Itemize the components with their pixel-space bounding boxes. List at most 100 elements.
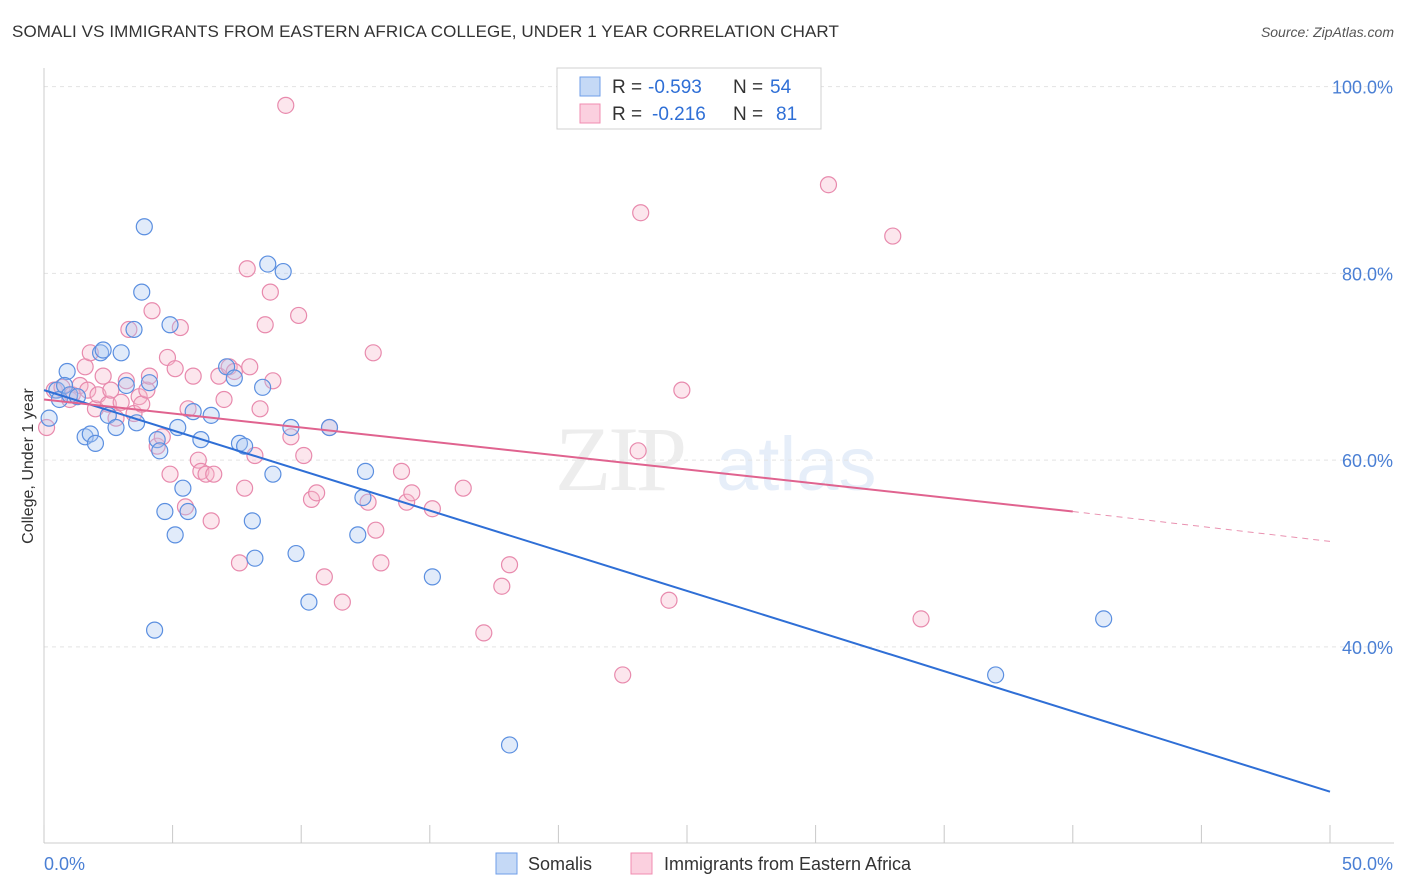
somalis-point <box>287 544 305 563</box>
immigrants-point <box>117 372 135 390</box>
immigrants-point <box>153 428 171 446</box>
somalis-point <box>145 621 164 639</box>
legend-bottom-immigrants-label: Immigrants from Eastern Africa <box>664 854 912 874</box>
legend-immigrants-r-value: -0.216 <box>652 104 706 125</box>
immigrants-point <box>171 318 189 337</box>
immigrants-trend-extension <box>1072 511 1331 542</box>
legend-immigrants-swatch <box>579 103 601 124</box>
x-tick-label-max: 50.0% <box>1342 854 1393 874</box>
immigrants-point <box>367 521 385 539</box>
immigrants-point <box>143 302 161 320</box>
somalis-point <box>58 362 76 381</box>
immigrants-point <box>166 360 184 378</box>
immigrants-point <box>819 176 838 194</box>
immigrants-point <box>192 462 210 480</box>
y-tick-labels: 100.0% 80.0% 60.0% 40.0% <box>1332 78 1393 658</box>
immigrants-point <box>392 462 411 480</box>
immigrants-point <box>202 512 220 530</box>
legend-bottom: Somalis Immigrants from Eastern Africa <box>495 852 912 875</box>
y-tick-label: 80.0% <box>1342 264 1393 284</box>
immigrants-point <box>102 381 120 399</box>
immigrants-point <box>475 624 493 642</box>
immigrants-point <box>140 367 159 385</box>
somalis-point <box>107 418 125 437</box>
somalis-point <box>174 479 192 497</box>
immigrants-point <box>256 316 274 334</box>
somalis-point <box>94 341 112 359</box>
immigrants-point <box>215 390 233 409</box>
immigrants-point <box>493 577 511 595</box>
somalis-point <box>987 666 1005 684</box>
somalis-point <box>320 418 339 437</box>
y-tick-label: 40.0% <box>1342 638 1393 658</box>
series-immigrants-points <box>37 96 930 684</box>
immigrants-point <box>282 428 300 446</box>
legend-immigrants-n-value: 81 <box>776 104 797 125</box>
somalis-point <box>81 425 99 443</box>
somalis-point <box>161 316 179 334</box>
legend-immigrants-n-label: N = <box>733 104 763 125</box>
somalis-point <box>40 409 58 427</box>
somalis-point <box>151 442 169 460</box>
immigrants-point <box>261 283 279 301</box>
somalis-point <box>135 218 153 236</box>
axes <box>43 68 1394 844</box>
somalis-point <box>68 388 87 406</box>
legend-stats: R = -0.593 N = 54 R = -0.216 N = 81 <box>556 67 822 130</box>
immigrants-point <box>403 484 421 502</box>
immigrants-point <box>398 493 416 511</box>
immigrants-point <box>148 437 166 455</box>
immigrants-point <box>79 381 97 399</box>
immigrants-point <box>359 493 377 511</box>
immigrants-point <box>179 400 197 418</box>
immigrants-point <box>189 451 207 469</box>
immigrants-point <box>176 498 195 516</box>
immigrants-point <box>372 554 390 572</box>
immigrants-point <box>264 372 282 390</box>
somalis-point <box>179 502 197 521</box>
immigrants-point <box>629 442 647 460</box>
chart-source: Source: ZipAtlas.com <box>1260 24 1394 40</box>
immigrants-point <box>295 446 313 465</box>
somalis-point <box>225 369 243 387</box>
immigrants-point <box>94 367 112 385</box>
somalis-point <box>86 434 105 452</box>
somalis-point <box>55 376 74 395</box>
somalis-point <box>166 526 184 544</box>
somalis-point <box>117 376 135 395</box>
somalis-point <box>91 344 110 362</box>
immigrants-point <box>236 479 254 497</box>
x-tick-label-min: 0.0% <box>44 854 85 874</box>
somalis-point <box>133 283 151 301</box>
immigrants-point <box>632 204 650 222</box>
somalis-point <box>300 593 318 611</box>
legend-somalis-n-value: 54 <box>770 77 792 98</box>
immigrants-point <box>277 96 295 114</box>
chart-title: SOMALI VS IMMIGRANTS FROM EASTERN AFRICA… <box>12 22 839 41</box>
x-ticks <box>43 825 1331 843</box>
immigrants-point <box>884 227 902 245</box>
somalis-point <box>259 255 277 273</box>
series-somalis-points <box>40 218 1113 754</box>
legend-bottom-somalis-swatch <box>495 852 518 875</box>
svg-text:ZIP: ZIP <box>555 408 684 510</box>
immigrants-trend-line <box>43 398 1073 513</box>
legend-immigrants-r-label: R = <box>612 104 642 125</box>
immigrants-point <box>315 568 333 586</box>
immigrants-point <box>308 484 326 502</box>
somalis-trend-line <box>43 389 1331 793</box>
legend-somalis-swatch <box>579 76 601 97</box>
somalis-point <box>76 428 94 446</box>
somalis-point <box>254 378 272 396</box>
somalis-point <box>112 344 130 362</box>
somalis-point <box>125 320 143 339</box>
somalis-point <box>243 512 261 530</box>
legend-bottom-somalis-label: Somalis <box>528 854 592 874</box>
somalis-point <box>202 406 220 424</box>
watermark: ZIP atlas <box>555 408 877 510</box>
immigrants-point <box>364 344 382 362</box>
y-tick-label: 60.0% <box>1342 451 1393 471</box>
somalis-point <box>140 374 159 392</box>
svg-text:atlas: atlas <box>716 422 877 507</box>
somalis-point <box>236 437 254 455</box>
